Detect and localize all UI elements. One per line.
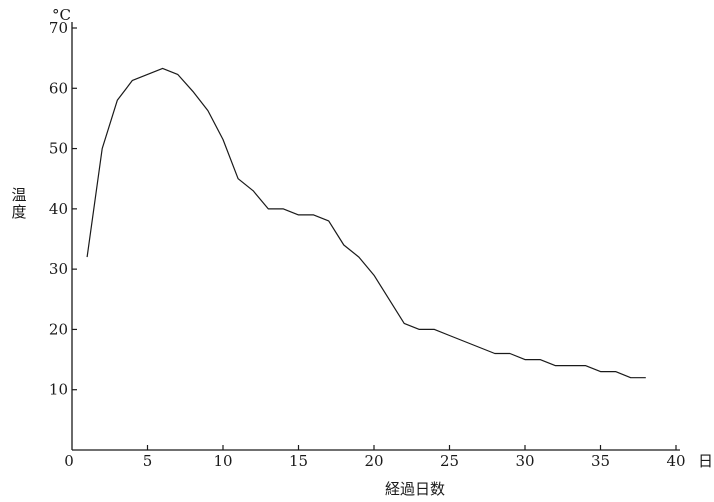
y-tick-label: 70	[49, 19, 68, 37]
series-line	[86, 67, 646, 379]
y-ticks: 10 20 30 40 50 60 70	[49, 19, 77, 399]
y-tick-label: 40	[49, 200, 68, 218]
y-tick-label: 10	[49, 381, 68, 399]
x-tick-label: 10	[213, 452, 232, 470]
x-ticks: 0 5 10 15 20 25 30 35 40	[64, 445, 686, 470]
series	[86, 67, 646, 379]
y-tick-label: 20	[49, 320, 68, 338]
y-tick-label: 50	[49, 140, 68, 158]
axes	[71, 22, 680, 451]
x-tick-label: 15	[289, 452, 308, 470]
y-tick-label: 30	[49, 260, 68, 278]
x-tick-label: 35	[591, 452, 610, 470]
x-tick-label: 40	[666, 452, 685, 470]
y-axis-unit: °C	[52, 6, 71, 24]
y-axis-label-char: 度	[11, 203, 26, 221]
x-tick-label: 5	[143, 452, 153, 470]
x-tick-label: 0	[64, 452, 74, 470]
y-axis-label-char: 温	[11, 186, 26, 204]
x-tick-label: 20	[364, 452, 383, 470]
y-tick-label: 60	[49, 79, 68, 97]
x-axis-unit: 日	[698, 452, 713, 470]
x-tick-label: 30	[515, 452, 534, 470]
y-axis-label: 温度	[11, 186, 26, 221]
x-tick-label: 25	[440, 452, 459, 470]
x-axis-label: 経過日数	[385, 480, 445, 498]
